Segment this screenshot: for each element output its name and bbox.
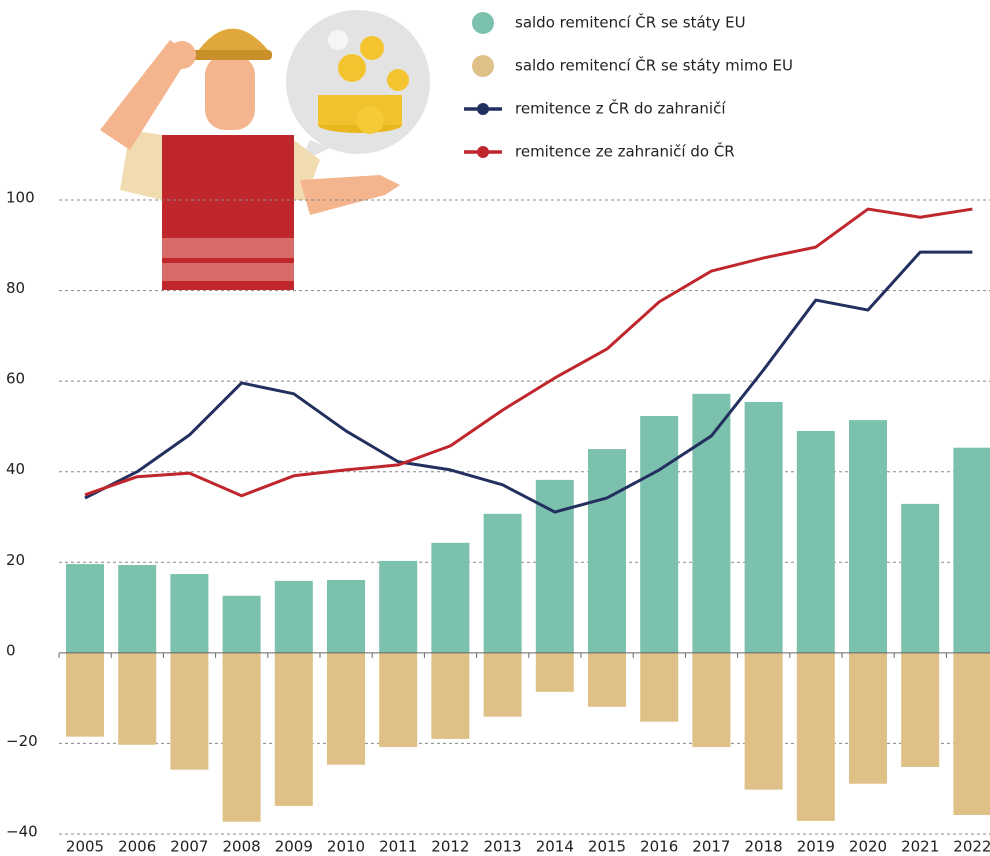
x-tick-label: 2014: [536, 838, 574, 856]
x-tick-label: 2016: [640, 838, 678, 856]
y-tick-label: 20: [6, 551, 25, 569]
bar: [796, 652, 835, 821]
bar: [327, 579, 365, 653]
x-tick-label: 2010: [327, 838, 365, 856]
y-tick-label: 80: [6, 279, 25, 297]
bar: [379, 560, 418, 653]
x-tick-label: 2013: [484, 838, 522, 856]
y-tick-label: −20: [6, 732, 38, 750]
x-tick-label: 2017: [692, 838, 730, 856]
legend-label: saldo remitencí ČR se státy EU: [515, 13, 746, 32]
bar: [170, 652, 209, 770]
y-tick-label: 40: [6, 460, 25, 478]
bar: [274, 580, 313, 653]
legend-label: saldo remitencí ČR se státy mimo EU: [515, 56, 793, 75]
bar: [431, 652, 470, 739]
bar: [379, 652, 418, 748]
bar: [953, 447, 990, 653]
bar: [744, 401, 783, 653]
x-tick-label: 2019: [797, 838, 835, 856]
x-tick-label: 2005: [66, 838, 104, 856]
bar: [849, 652, 887, 784]
bar: [222, 652, 261, 822]
bar: [901, 652, 940, 767]
bar: [588, 449, 626, 653]
bar: [588, 652, 626, 707]
legend-label: remitence z ČR do zahraničí: [515, 99, 726, 118]
bar: [170, 574, 209, 653]
x-tick-label: 2008: [223, 838, 261, 856]
legend-swatch: [472, 55, 494, 77]
bar: [744, 652, 783, 790]
x-tick-label: 2009: [275, 838, 313, 856]
bar: [849, 420, 887, 653]
bar: [66, 564, 104, 653]
bar: [66, 652, 104, 737]
legend-swatch: [477, 103, 489, 115]
bar: [901, 503, 940, 653]
bar: [118, 652, 157, 745]
bar: [431, 542, 470, 653]
bar: [118, 565, 157, 653]
bar: [483, 652, 522, 717]
y-tick-label: 0: [6, 641, 16, 659]
y-tick-label: −40: [6, 823, 38, 841]
legend-label: remitence ze zahraničí do ČR: [515, 142, 735, 161]
x-tick-label: 2012: [431, 838, 469, 856]
bar: [483, 513, 522, 653]
x-tick-label: 2007: [170, 838, 208, 856]
line: [84, 250, 973, 514]
x-tick-label: 2021: [901, 838, 939, 856]
bar: [796, 430, 835, 653]
y-tick-label: 100: [6, 189, 35, 207]
x-tick-label: 2022: [953, 838, 990, 856]
bar: [222, 595, 261, 653]
bar: [327, 652, 365, 765]
x-tick-label: 2020: [849, 838, 887, 856]
illustration: [100, 10, 430, 290]
bar: [640, 416, 679, 653]
x-tick-label: 2011: [379, 838, 417, 856]
bar: [274, 652, 313, 806]
legend-swatch: [472, 12, 494, 34]
x-tick-label: 2018: [745, 838, 783, 856]
bar: [692, 393, 731, 653]
bar: [535, 652, 574, 692]
bar: [953, 652, 990, 815]
bar: [692, 652, 731, 748]
line: [84, 207, 973, 498]
legend-swatch: [477, 146, 489, 158]
x-tick-label: 2015: [588, 838, 626, 856]
bar: [640, 652, 679, 722]
y-tick-label: 60: [6, 370, 25, 388]
x-tick-label: 2006: [118, 838, 156, 856]
